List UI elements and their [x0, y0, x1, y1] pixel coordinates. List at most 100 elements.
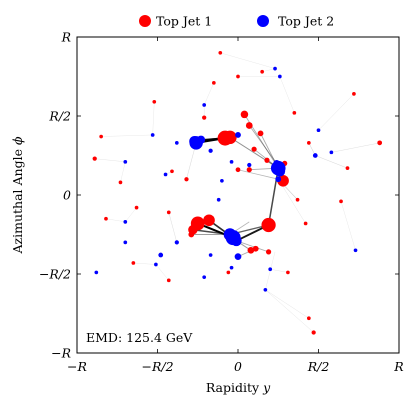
jet1-point — [184, 177, 189, 182]
x-tick-label: 0 — [234, 359, 242, 374]
jet2-point — [274, 166, 286, 177]
jet1-point — [166, 278, 171, 283]
flow-line — [267, 168, 279, 226]
jet2-point — [329, 150, 334, 155]
jet2-point — [312, 153, 318, 158]
jet2-point — [123, 159, 128, 164]
jet1-point — [264, 157, 270, 163]
flow-line — [248, 125, 277, 164]
jet2-point — [174, 141, 179, 145]
jet2-point — [229, 159, 234, 164]
flow-line — [105, 218, 126, 223]
flow-line — [229, 136, 279, 169]
jet2-point — [123, 220, 128, 224]
jet1-point — [307, 316, 311, 321]
jet1-point — [236, 74, 240, 79]
jet1-point — [246, 167, 252, 173]
flow-line — [125, 207, 137, 223]
jet2-point — [231, 235, 242, 247]
jet1-point — [377, 140, 383, 146]
jet2-point — [278, 74, 282, 79]
flow-line — [340, 201, 356, 251]
jet1-point — [226, 270, 231, 275]
flow-line — [133, 262, 156, 265]
jet1-point — [235, 167, 241, 173]
jet2-point — [208, 148, 213, 153]
flow-line — [120, 161, 126, 183]
jet1-point — [286, 270, 290, 275]
jet1-point — [295, 197, 300, 202]
jet2-point — [154, 262, 158, 267]
jet1-point — [245, 122, 253, 129]
jet2-point — [196, 135, 206, 144]
jet1-point — [202, 115, 207, 120]
flow-line — [331, 142, 380, 153]
jet2-point — [275, 176, 282, 183]
jet1-point — [170, 169, 174, 174]
flow-line — [279, 76, 295, 113]
jet2-point — [202, 275, 207, 279]
emd-annotation: EMD: 125.4 GeV — [86, 330, 193, 345]
flow-line — [203, 82, 215, 106]
jet2-point — [235, 132, 241, 138]
jet2-point — [229, 265, 234, 270]
jet1-point — [311, 330, 316, 335]
jet2-point — [316, 128, 321, 133]
y-tick-label: R — [61, 30, 71, 45]
flow-line — [236, 240, 269, 253]
jet2-point — [150, 133, 155, 137]
jet1-point — [257, 130, 264, 137]
flow-line — [155, 264, 169, 281]
flow-line — [101, 134, 153, 137]
flow-line — [94, 158, 126, 163]
particle-points — [92, 50, 383, 335]
flow-line — [270, 269, 288, 273]
jet2-point — [94, 270, 99, 275]
jet1-point — [252, 245, 259, 252]
legend-label-top-jet-1: Top Jet 1 — [156, 14, 212, 29]
jet1-point — [203, 214, 215, 227]
jet1-point — [303, 221, 308, 226]
jet2-point — [268, 267, 273, 272]
flow-line — [262, 68, 276, 72]
jet1-point — [92, 156, 97, 161]
legend-label-top-jet-2: Top Jet 2 — [278, 14, 334, 29]
jet1-point — [260, 69, 264, 74]
jet1-point — [166, 210, 171, 215]
axis-ticks: −R −R/2 0 R/2 R −R −R/2 0 R/2 R — [39, 30, 404, 375]
x-tick-label: R — [393, 359, 403, 374]
y-tick-label: −R — [51, 346, 71, 361]
jet2-point — [220, 178, 224, 183]
jet1-point — [292, 111, 297, 115]
x-axis-label: Rapidity y — [206, 380, 271, 395]
jet2-point — [263, 287, 268, 292]
y-tick-label: R/2 — [48, 109, 71, 124]
jet1-point — [131, 261, 136, 265]
y-axis-label: Azimuthal Angle ϕ — [10, 136, 25, 254]
jet1-point — [152, 99, 157, 104]
flow-line — [265, 289, 314, 333]
jet2-point — [202, 103, 207, 107]
x-tick-label: −R — [67, 359, 87, 374]
y-tick-label: −R/2 — [39, 267, 71, 282]
flow-line — [168, 212, 178, 243]
jet1-point — [218, 50, 223, 55]
jet1-point — [118, 180, 123, 185]
legend-marker-top-jet-1 — [139, 15, 151, 27]
jet2-point — [208, 253, 213, 257]
jet1-point — [212, 80, 216, 85]
jet2-point — [158, 252, 164, 258]
flow-line — [152, 101, 155, 135]
jet2-point — [216, 197, 221, 202]
flow-lines — [94, 52, 380, 333]
x-tick-label: −R/2 — [141, 359, 173, 374]
y-tick-label: 0 — [63, 188, 71, 203]
flow-line — [265, 289, 309, 319]
jet2-point — [174, 240, 179, 245]
jet2-point — [273, 160, 280, 167]
jet1-point — [307, 141, 311, 145]
jet1-point — [99, 134, 103, 139]
jet2-point — [273, 66, 277, 71]
plot-frame — [76, 36, 400, 354]
